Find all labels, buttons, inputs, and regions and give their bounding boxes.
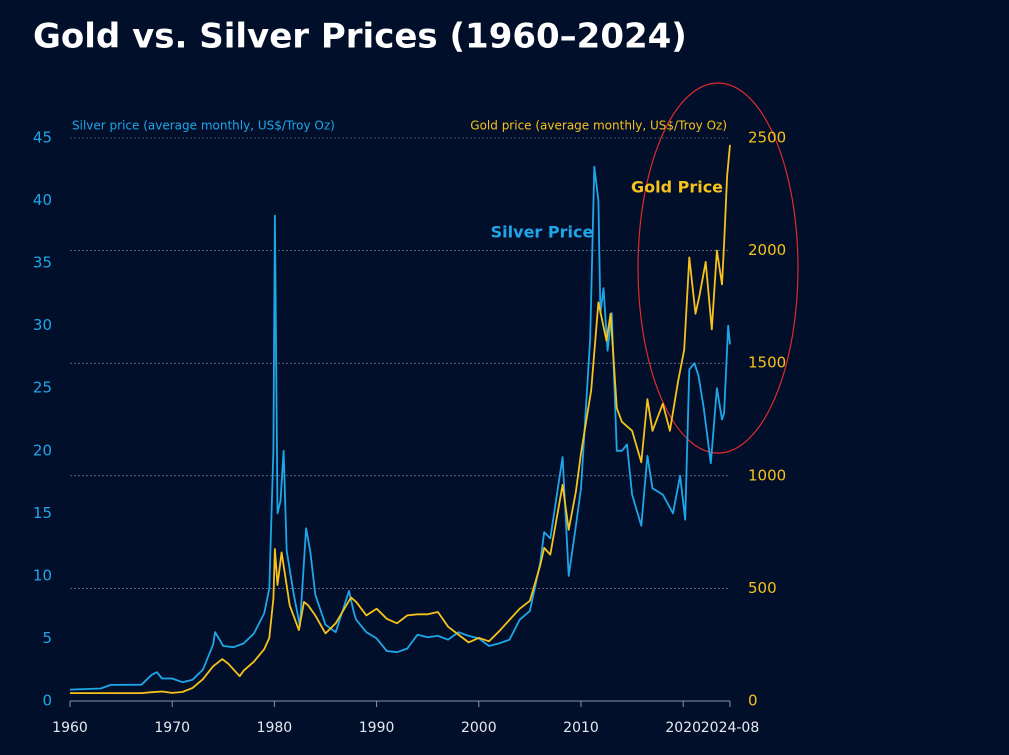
- y2-tick-label: 1000: [748, 466, 786, 484]
- series-line: [70, 144, 731, 694]
- x-tick-label: 2024-08: [701, 720, 760, 736]
- x-tick-label: 2020: [665, 720, 701, 736]
- y-tick-label: 30: [33, 316, 52, 334]
- y-tick-label: 10: [33, 566, 52, 584]
- silver-annotation: Silver Price: [491, 223, 594, 242]
- y2-axis-label: Gold price (average monthly, US$/Troy Oz…: [470, 119, 727, 133]
- x-tick-label: 2000: [461, 720, 497, 736]
- x-tick-label: 1970: [154, 720, 190, 736]
- x-tick-label: 1960: [52, 720, 88, 736]
- x-tick-label: 1980: [257, 720, 293, 736]
- y-axis-label: Silver price (average monthly, US$/Troy …: [72, 119, 335, 133]
- y-tick-label: 40: [33, 191, 52, 209]
- y2-tick-label: 1500: [748, 354, 786, 372]
- y2-tick-label: 500: [748, 579, 777, 597]
- gold-annotation: Gold Price: [631, 178, 723, 197]
- x-tick-label: 1990: [359, 720, 395, 736]
- y-tick-label: 35: [33, 254, 52, 272]
- chart-title: Gold vs. Silver Prices (1960–2024): [33, 17, 687, 57]
- highlight-ellipse: [637, 82, 799, 454]
- series-line: [69, 165, 731, 691]
- y-tick-label: 20: [33, 441, 52, 459]
- y2-tick-label: 2000: [748, 241, 786, 259]
- y-tick-label: 15: [33, 504, 52, 522]
- y-tick-label: 45: [33, 129, 52, 147]
- y-tick-label: 5: [42, 629, 52, 647]
- y-tick-label: 25: [33, 379, 52, 397]
- y2-tick-label: 2500: [748, 129, 786, 147]
- y-tick-label: 0: [42, 692, 52, 710]
- y2-tick-label: 0: [748, 692, 758, 710]
- x-tick-label: 2010: [563, 720, 599, 736]
